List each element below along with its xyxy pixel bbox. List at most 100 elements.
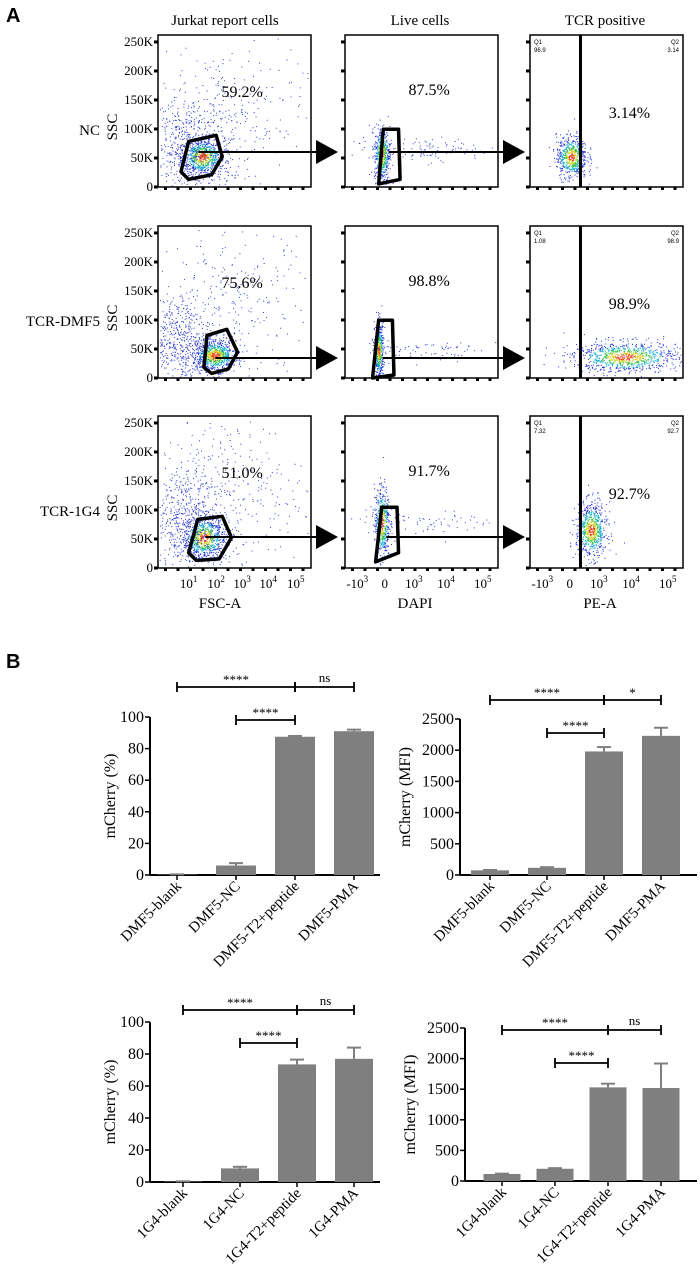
event-dot (195, 299, 197, 301)
event-dot (377, 147, 379, 149)
event-dot (226, 362, 228, 364)
event-dot (210, 347, 212, 349)
event-dot (445, 347, 446, 349)
event-dot (210, 346, 212, 348)
event-dot (185, 346, 187, 348)
event-dot (558, 160, 559, 162)
event-dot (378, 314, 380, 316)
event-dot (576, 150, 578, 152)
x-tick-mark (648, 187, 652, 190)
event-dot (181, 300, 183, 302)
event-dot (376, 363, 378, 365)
event-dot (182, 357, 184, 359)
event-dot (374, 177, 376, 179)
event-dot (219, 351, 221, 353)
event-dot (211, 341, 213, 343)
event-dot (571, 143, 573, 145)
event-dot (568, 147, 570, 149)
event-dot (195, 142, 197, 144)
event-dot (171, 319, 173, 321)
event-dot (379, 344, 381, 346)
event-dot (224, 140, 226, 142)
event-dot (403, 143, 405, 145)
event-dot (439, 359, 441, 361)
event-dot (379, 357, 381, 359)
event-dot (192, 150, 194, 151)
event-dot (373, 321, 375, 323)
event-dot (378, 348, 380, 350)
event-dot (383, 361, 385, 363)
event-dot (161, 366, 163, 368)
event-dot (381, 329, 383, 331)
event-dot (160, 326, 162, 328)
event-dot (223, 363, 225, 365)
event-dot (620, 346, 622, 347)
event-dot (160, 165, 162, 167)
event-dot (199, 316, 201, 318)
event-dot (166, 312, 168, 314)
event-dot (203, 147, 205, 149)
event-dot (446, 342, 448, 344)
event-dot (202, 162, 204, 164)
event-dot (197, 107, 199, 109)
event-dot (173, 341, 175, 343)
event-dot (572, 148, 574, 150)
event-dot (299, 96, 301, 97)
event-dot (377, 358, 379, 360)
event-dot (565, 149, 567, 151)
event-dot (193, 170, 195, 172)
event-dot (199, 367, 201, 368)
event-dot (197, 153, 199, 155)
event-dot (290, 264, 292, 266)
event-dot (208, 159, 209, 161)
event-dot (602, 351, 604, 353)
event-dot (201, 154, 203, 156)
event-dot (229, 166, 231, 168)
event-dot (239, 138, 241, 140)
event-dot (207, 364, 209, 366)
event-dot (259, 322, 261, 324)
event-dot (180, 159, 181, 161)
event-dot (191, 328, 193, 330)
event-dot (214, 363, 216, 365)
event-dot (250, 307, 252, 309)
event-dot (215, 152, 216, 154)
event-dot (182, 337, 184, 339)
event-dot (200, 365, 202, 367)
event-dot (198, 166, 200, 168)
event-dot (571, 162, 573, 163)
event-dot (202, 153, 204, 155)
event-dot (201, 321, 202, 323)
event-dot (222, 341, 224, 343)
event-dot (217, 366, 218, 368)
event-dot (186, 139, 188, 141)
event-dot (383, 364, 385, 366)
event-dot (196, 364, 198, 366)
event-dot (198, 141, 200, 143)
event-dot (374, 160, 376, 162)
event-dot (166, 50, 167, 52)
event-dot (180, 88, 181, 90)
event-dot (213, 110, 215, 112)
event-dot (213, 179, 215, 181)
event-dot (234, 177, 236, 178)
event-dot (218, 165, 220, 167)
event-dot (179, 181, 180, 182)
event-dot (627, 346, 629, 348)
event-dot (191, 161, 193, 163)
event-dot (266, 316, 268, 318)
event-dot (210, 147, 212, 149)
y-axis-label: SSC (105, 305, 121, 332)
event-dot (194, 165, 196, 167)
event-dot (388, 163, 390, 165)
event-dot (205, 150, 207, 151)
event-dot (198, 230, 200, 232)
event-dot (375, 183, 377, 185)
event-dot (283, 249, 285, 251)
event-dot (573, 159, 574, 161)
event-dot (179, 179, 181, 181)
event-dot (211, 180, 213, 181)
event-dot (224, 145, 226, 147)
event-dot (227, 171, 229, 173)
event-dot (167, 327, 168, 329)
